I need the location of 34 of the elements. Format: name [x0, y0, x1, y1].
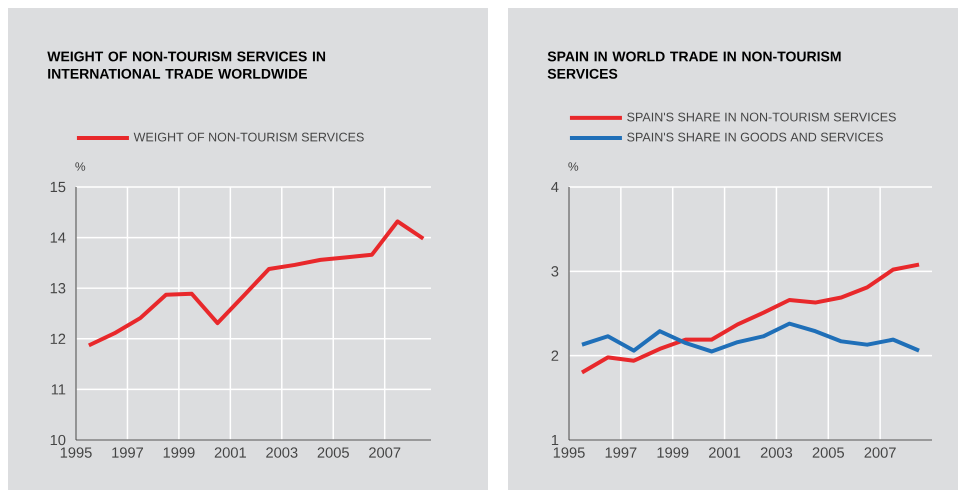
y-tick-label: 2: [552, 350, 558, 361]
chart-title: SPAIN IN WORLD TRADE IN NON-TOURISM SERVICES: [548, 51, 841, 79]
x-tick-label: 1999: [164, 447, 195, 458]
y-tick-label: 3: [551, 266, 558, 277]
line-series: [580, 262, 922, 375]
x-tick-label: 2001: [214, 447, 246, 458]
y-axis-title: %: [568, 162, 578, 171]
y-tick-label: 15: [50, 182, 66, 192]
legend-label: SPAIN'S SHARE IN NON-TOURISM SERVICES: [627, 112, 896, 122]
legend-label: WEIGHT OF NON-TOURISM SERVICES: [134, 132, 364, 142]
x-tick-label: 1997: [112, 447, 144, 458]
x-tick-label: 1995: [554, 447, 585, 458]
line-series: [580, 322, 922, 354]
y-tick-label: 1: [552, 434, 558, 446]
y-axis-title: %: [75, 162, 86, 171]
legend-label: SPAIN'S SHARE IN GOODS AND SERVICES: [627, 132, 883, 142]
x-tick-label: 1997: [606, 447, 636, 458]
x-tick-label: 2003: [266, 447, 298, 458]
x-tick-label: 2007: [369, 447, 400, 458]
x-tick-label: 1999: [658, 447, 688, 458]
x-tick-label: 1995: [60, 447, 92, 458]
x-tick-label: 2003: [760, 447, 792, 458]
y-tick-label: 13: [50, 283, 66, 294]
x-tick-label: 2007: [864, 447, 896, 458]
x-tick-label: 2005: [318, 447, 349, 458]
line-series: [86, 219, 426, 348]
x-tick-label: 2005: [812, 447, 844, 458]
chart-title: WEIGHT OF NON-TOURISM SERVICES IN INTERNATIONAL TRADE WORLDWIDE: [47, 51, 326, 79]
y-tick-label: 10: [50, 434, 66, 446]
y-tick-label: 4: [551, 182, 559, 192]
y-tick-label: 12: [50, 334, 66, 344]
y-tick-label: 14: [50, 232, 66, 243]
y-tick-label: 11: [52, 384, 66, 394]
x-tick-label: 2001: [708, 447, 740, 458]
